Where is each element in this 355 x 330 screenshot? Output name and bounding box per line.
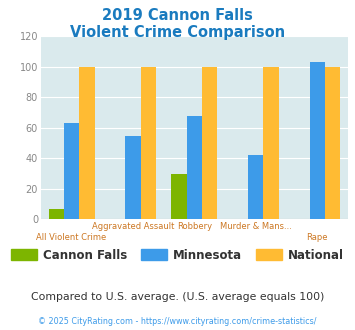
Bar xyxy=(64,123,79,219)
Text: Compared to U.S. average. (U.S. average equals 100): Compared to U.S. average. (U.S. average … xyxy=(31,292,324,302)
Text: © 2025 CityRating.com - https://www.cityrating.com/crime-statistics/: © 2025 CityRating.com - https://www.city… xyxy=(38,317,317,326)
Text: Violent Crime Comparison: Violent Crime Comparison xyxy=(70,25,285,40)
Bar xyxy=(202,67,217,219)
Bar xyxy=(141,67,156,219)
Legend: Cannon Falls, Minnesota, National: Cannon Falls, Minnesota, National xyxy=(6,244,349,266)
Text: All Violent Crime: All Violent Crime xyxy=(37,233,106,242)
Bar xyxy=(125,136,141,219)
Text: Robbery: Robbery xyxy=(177,222,212,231)
Bar xyxy=(49,209,64,219)
Bar xyxy=(171,174,187,219)
Bar xyxy=(263,67,279,219)
Bar xyxy=(248,155,263,219)
Text: Rape: Rape xyxy=(306,233,328,242)
Text: Murder & Mans...: Murder & Mans... xyxy=(220,222,292,231)
Bar xyxy=(79,67,94,219)
Bar xyxy=(325,67,340,219)
Text: Aggravated Assault: Aggravated Assault xyxy=(92,222,174,231)
Bar xyxy=(310,62,325,219)
Text: 2019 Cannon Falls: 2019 Cannon Falls xyxy=(102,8,253,23)
Bar xyxy=(187,115,202,219)
